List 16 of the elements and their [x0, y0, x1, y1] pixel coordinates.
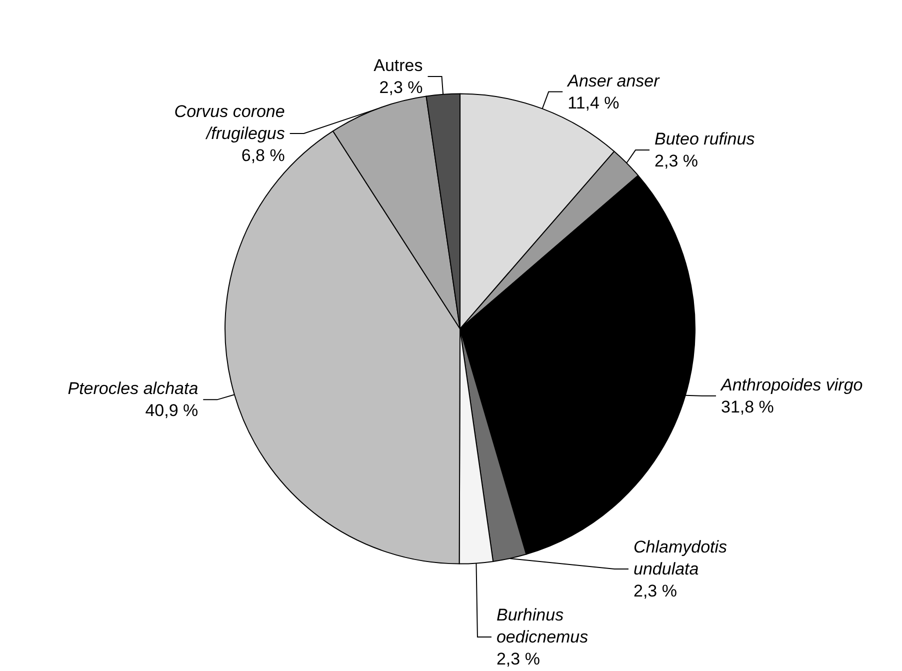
data-label: 40,9 %: [145, 401, 198, 420]
data-label: 31,8 %: [721, 397, 774, 416]
data-label: 2,3 %: [379, 78, 423, 97]
data-label: 6,8 %: [241, 146, 285, 165]
data-label: 11,4 %: [568, 93, 620, 112]
slice-label: Anser anser: [566, 71, 661, 90]
slice-label: Corvus corone /frugilegus: [174, 102, 286, 143]
slice-label: Anthropoides virgo: [720, 375, 863, 394]
data-label: 2,3 %: [496, 650, 540, 668]
slice-label: Autres: [374, 56, 423, 75]
slice-label: Pterocles alchata: [68, 379, 198, 398]
slice-label: Buteo rufinus: [654, 130, 756, 149]
slice-label: Burhinus oedicnemus: [496, 606, 589, 646]
slice-label: Chlamydotis undulata: [634, 538, 728, 578]
data-label: 2,3 %: [634, 582, 677, 600]
data-label: 2,3 %: [654, 152, 698, 171]
